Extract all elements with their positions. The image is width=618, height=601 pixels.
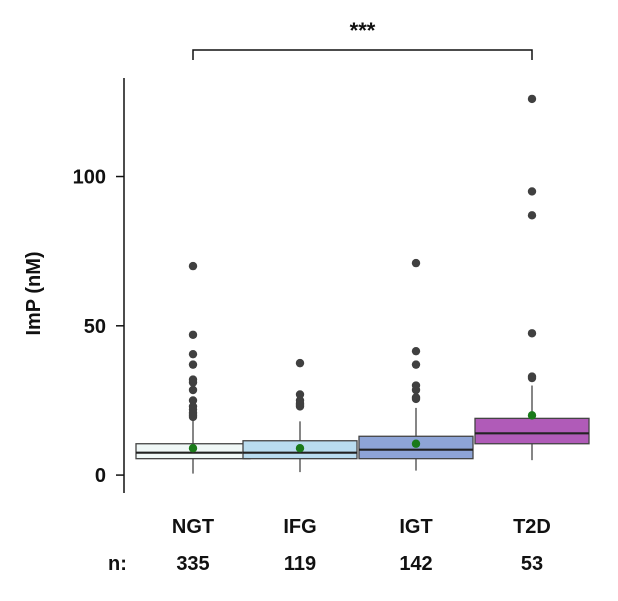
outlier-point: [188, 261, 198, 271]
outlier-point: [188, 396, 198, 405]
mean-marker: [411, 439, 421, 448]
mean-marker: [527, 411, 537, 420]
mean-marker: [295, 444, 305, 453]
outlier-point: [411, 258, 421, 268]
y-tick-label: 100: [73, 167, 106, 189]
outlier-point: [411, 360, 421, 369]
outlier-point: [411, 346, 421, 356]
outlier-point: [188, 412, 198, 422]
category-label: T2D: [513, 516, 551, 538]
outlier-point: [527, 373, 537, 383]
n-count: 53: [521, 553, 543, 575]
outlier-point: [295, 402, 305, 411]
category-label: IGT: [399, 516, 432, 538]
y-tick-label: 50: [84, 316, 106, 338]
n-count: 142: [399, 553, 432, 575]
outlier-point: [411, 394, 421, 404]
outlier-point: [295, 390, 305, 399]
outlier-point: [188, 330, 198, 339]
outlier-point: [527, 94, 537, 104]
outlier-point: [527, 329, 537, 338]
mean-marker: [188, 444, 198, 453]
outlier-point: [411, 385, 421, 395]
y-tick-label: 0: [95, 465, 106, 487]
outlier-point: [188, 385, 198, 395]
category-label: IFG: [283, 516, 316, 538]
outlier-point: [188, 349, 198, 359]
significance-bracket: [192, 49, 533, 60]
category-label: NGT: [172, 516, 214, 538]
outlier-point: [527, 211, 537, 220]
n-count: 335: [176, 553, 209, 575]
outlier-point: [527, 187, 537, 196]
outlier-point: [188, 360, 198, 369]
outlier-point: [295, 358, 305, 368]
box-iqr: [474, 417, 590, 445]
n-count: 119: [284, 553, 316, 575]
outlier-point: [188, 378, 198, 387]
n-row-label: n:: [108, 553, 127, 575]
significance-label: ***: [350, 18, 376, 43]
y-axis-title: ImP (nM): [23, 251, 45, 335]
